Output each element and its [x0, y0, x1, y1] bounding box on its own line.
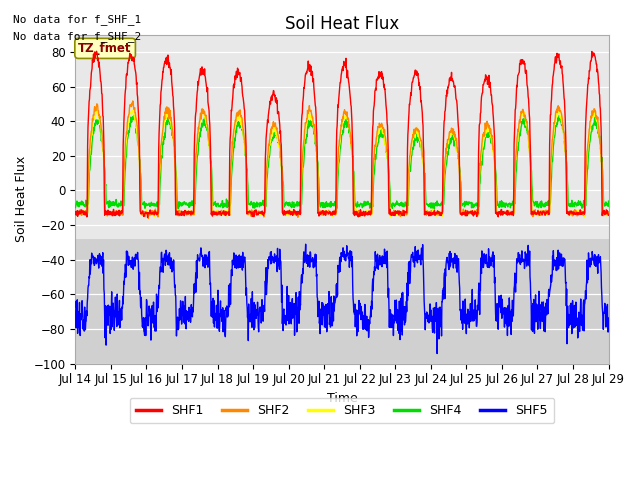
Text: TZ_fmet: TZ_fmet	[78, 42, 132, 55]
Legend: SHF1, SHF2, SHF3, SHF4, SHF5: SHF1, SHF2, SHF3, SHF4, SHF5	[130, 398, 554, 423]
Text: No data for f_SHF_2: No data for f_SHF_2	[13, 31, 141, 42]
Title: Soil Heat Flux: Soil Heat Flux	[285, 15, 399, 33]
Bar	[76, 239, 609, 364]
X-axis label: Time: Time	[326, 392, 357, 405]
Bar	[76, 35, 609, 239]
Y-axis label: Soil Heat Flux: Soil Heat Flux	[15, 156, 28, 242]
Text: No data for f_SHF_1: No data for f_SHF_1	[13, 14, 141, 25]
